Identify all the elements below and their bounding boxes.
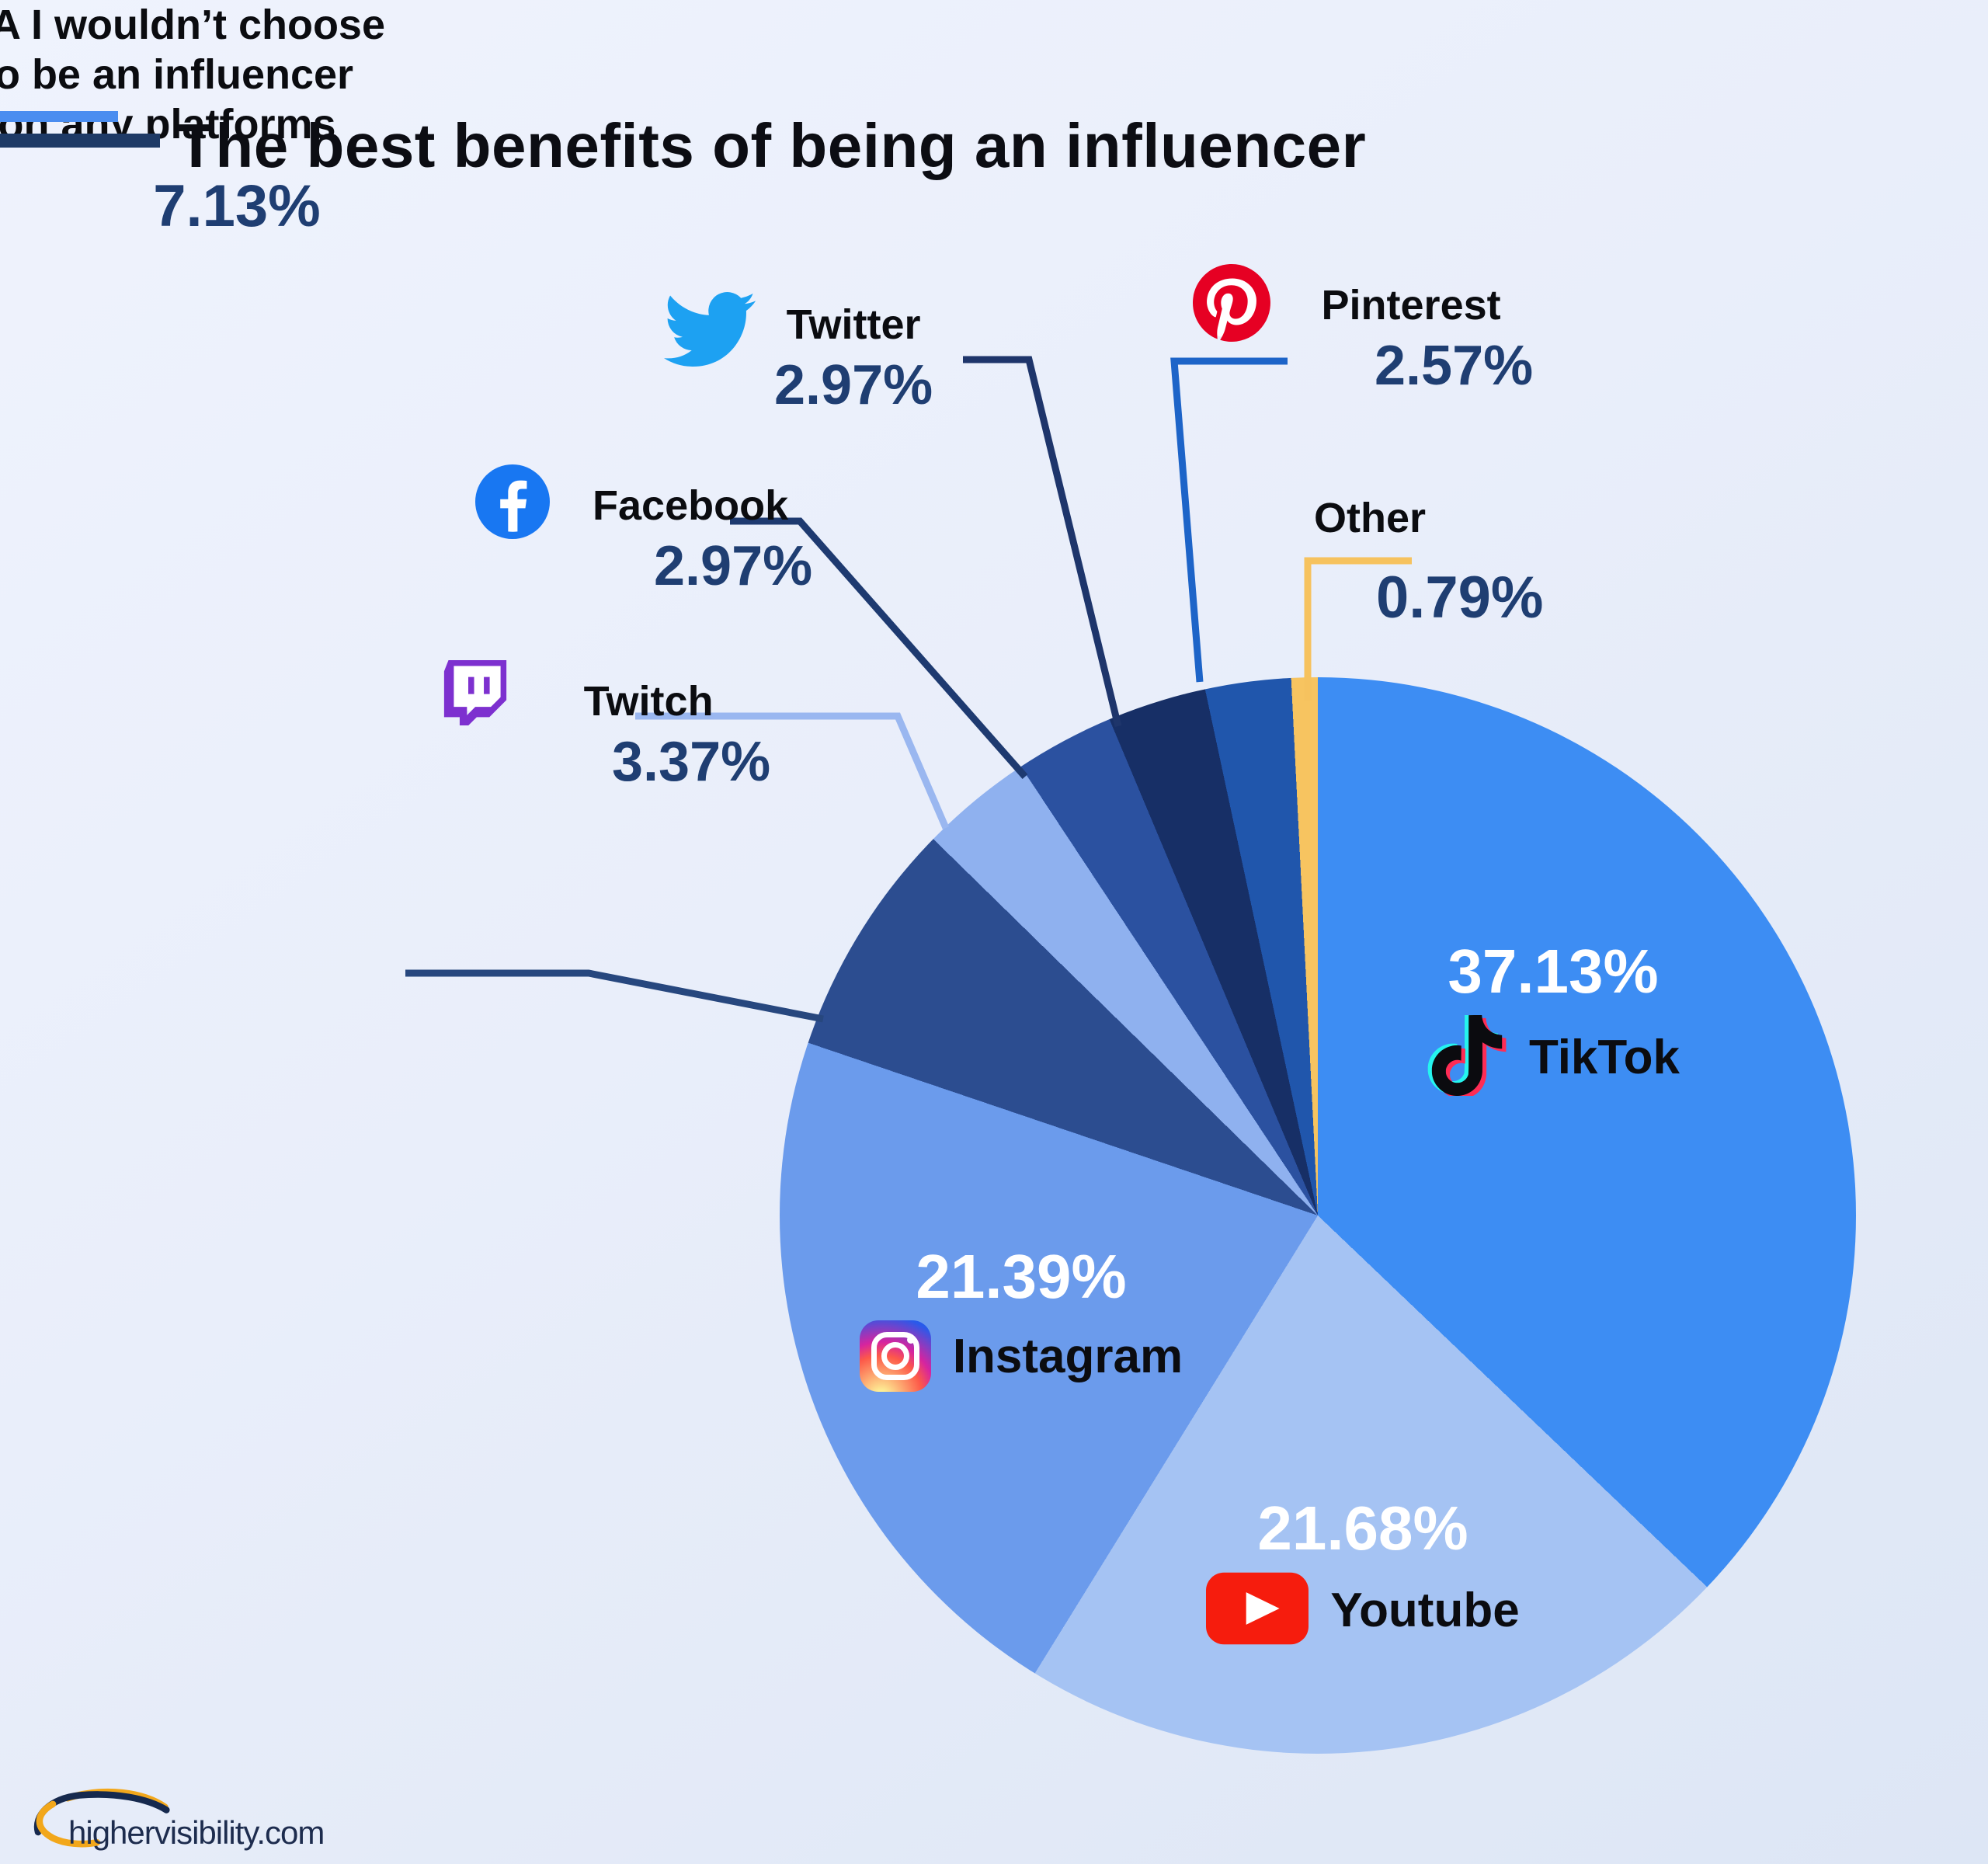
instagram-label: Instagram	[952, 1329, 1183, 1383]
pinterest-percentage: 2.57%	[1375, 335, 1534, 397]
title-decoration-light-bar	[0, 111, 118, 122]
youtube-label: Youtube	[1330, 1584, 1520, 1637]
instagram-percentage: 21.39%	[916, 1242, 1127, 1311]
tiktok-label: TikTok	[1528, 1031, 1680, 1084]
pinterest-p-icon	[1193, 264, 1270, 346]
callout-other: Other 0.79%	[1314, 494, 1544, 631]
twitter-percentage: 2.97%	[774, 354, 933, 416]
na-label-line1: N/A I wouldn’t choose	[0, 2, 385, 48]
pie	[780, 677, 1856, 1754]
page-title: The best benefits of being an influencer	[177, 110, 1367, 180]
twitter-bird-icon	[664, 283, 756, 379]
twitter-label: Twitter	[786, 301, 921, 348]
brand-name: highervisibility.com	[68, 1814, 325, 1851]
youtube-percentage: 21.68%	[1257, 1494, 1468, 1563]
facebook-f-icon	[475, 464, 550, 543]
twitch-label: Twitch	[583, 678, 714, 725]
twitch-glitch-icon	[443, 660, 508, 729]
leader-line-twitter	[963, 356, 1122, 728]
leader-line-pinterest	[1170, 357, 1288, 683]
label-instagram: 21.39% Instagram	[839, 1241, 1204, 1392]
tiktok-note-icon	[1427, 1013, 1507, 1100]
tiktok-percentage: 37.13%	[1448, 937, 1659, 1006]
label-tiktok: 37.13% TikTok	[1382, 936, 1724, 1100]
facebook-label: Facebook	[593, 482, 789, 529]
callout-na: N/A I wouldn’t choose to be an influence…	[0, 0, 385, 240]
instagram-camera-icon	[859, 1320, 931, 1392]
brand-footer: highervisibility.com	[23, 1783, 349, 1853]
pinterest-label: Pinterest	[1321, 282, 1501, 329]
callout-pinterest: Pinterest 2.57%	[1193, 264, 1533, 398]
callout-twitter: Twitter 2.97%	[664, 283, 933, 417]
youtube-play-icon	[1206, 1572, 1309, 1649]
callout-twitch: Twitch 3.37%	[443, 660, 770, 794]
other-percentage: 0.79%	[1376, 565, 1544, 631]
na-label-line2: to be an influencer	[0, 51, 354, 98]
label-youtube: 21.68% Youtube	[1184, 1493, 1541, 1649]
other-label: Other	[1314, 495, 1427, 541]
leader-line-na	[405, 969, 824, 1023]
na-percentage: 7.13%	[153, 173, 321, 239]
facebook-percentage: 2.97%	[654, 535, 813, 597]
callout-facebook: Facebook 2.97%	[475, 464, 812, 598]
twitch-percentage: 3.37%	[612, 731, 771, 793]
swoosh-icon	[33, 1788, 170, 1848]
title-decoration-dark-bar	[0, 134, 160, 148]
